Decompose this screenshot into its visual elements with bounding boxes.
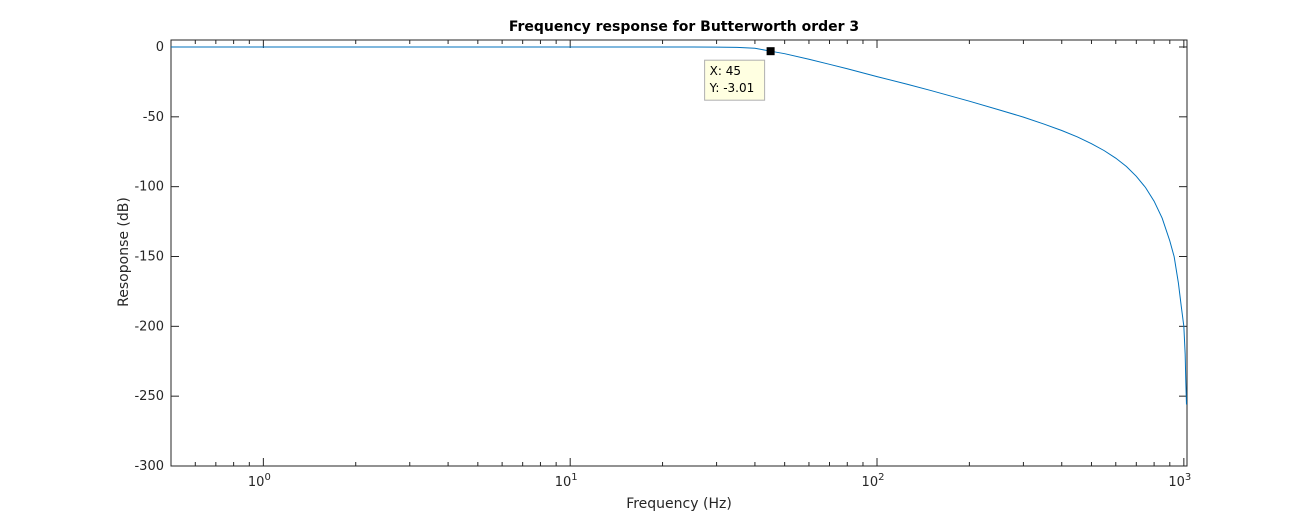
y-axis-label: Resoponse (dB) bbox=[116, 197, 132, 307]
datatip-y-label: Y: -3.01 bbox=[709, 81, 755, 95]
y-tick-label: -50 bbox=[143, 110, 164, 125]
x-tick-label: 100 bbox=[248, 472, 271, 490]
y-tick-label: -300 bbox=[134, 459, 164, 474]
y-tick-label: -100 bbox=[134, 180, 164, 195]
y-tick-label: -200 bbox=[134, 319, 164, 334]
datatip-marker bbox=[766, 47, 775, 56]
y-tick-label: -250 bbox=[134, 389, 164, 404]
x-axis-label: Frequency (Hz) bbox=[626, 496, 732, 512]
x-tick-label: 102 bbox=[862, 472, 885, 490]
datatip-box bbox=[704, 59, 766, 101]
series-line bbox=[171, 46, 1187, 405]
x-tick-label: 101 bbox=[555, 472, 578, 490]
y-tick-label: -150 bbox=[134, 249, 164, 264]
datatip-x-label: X: 45 bbox=[710, 64, 741, 78]
y-tick-label: 0 bbox=[156, 40, 164, 55]
x-tick-label: 103 bbox=[1168, 472, 1191, 490]
chart-title: Frequency response for Butterworth order… bbox=[509, 19, 859, 35]
plot-box bbox=[170, 39, 1188, 467]
